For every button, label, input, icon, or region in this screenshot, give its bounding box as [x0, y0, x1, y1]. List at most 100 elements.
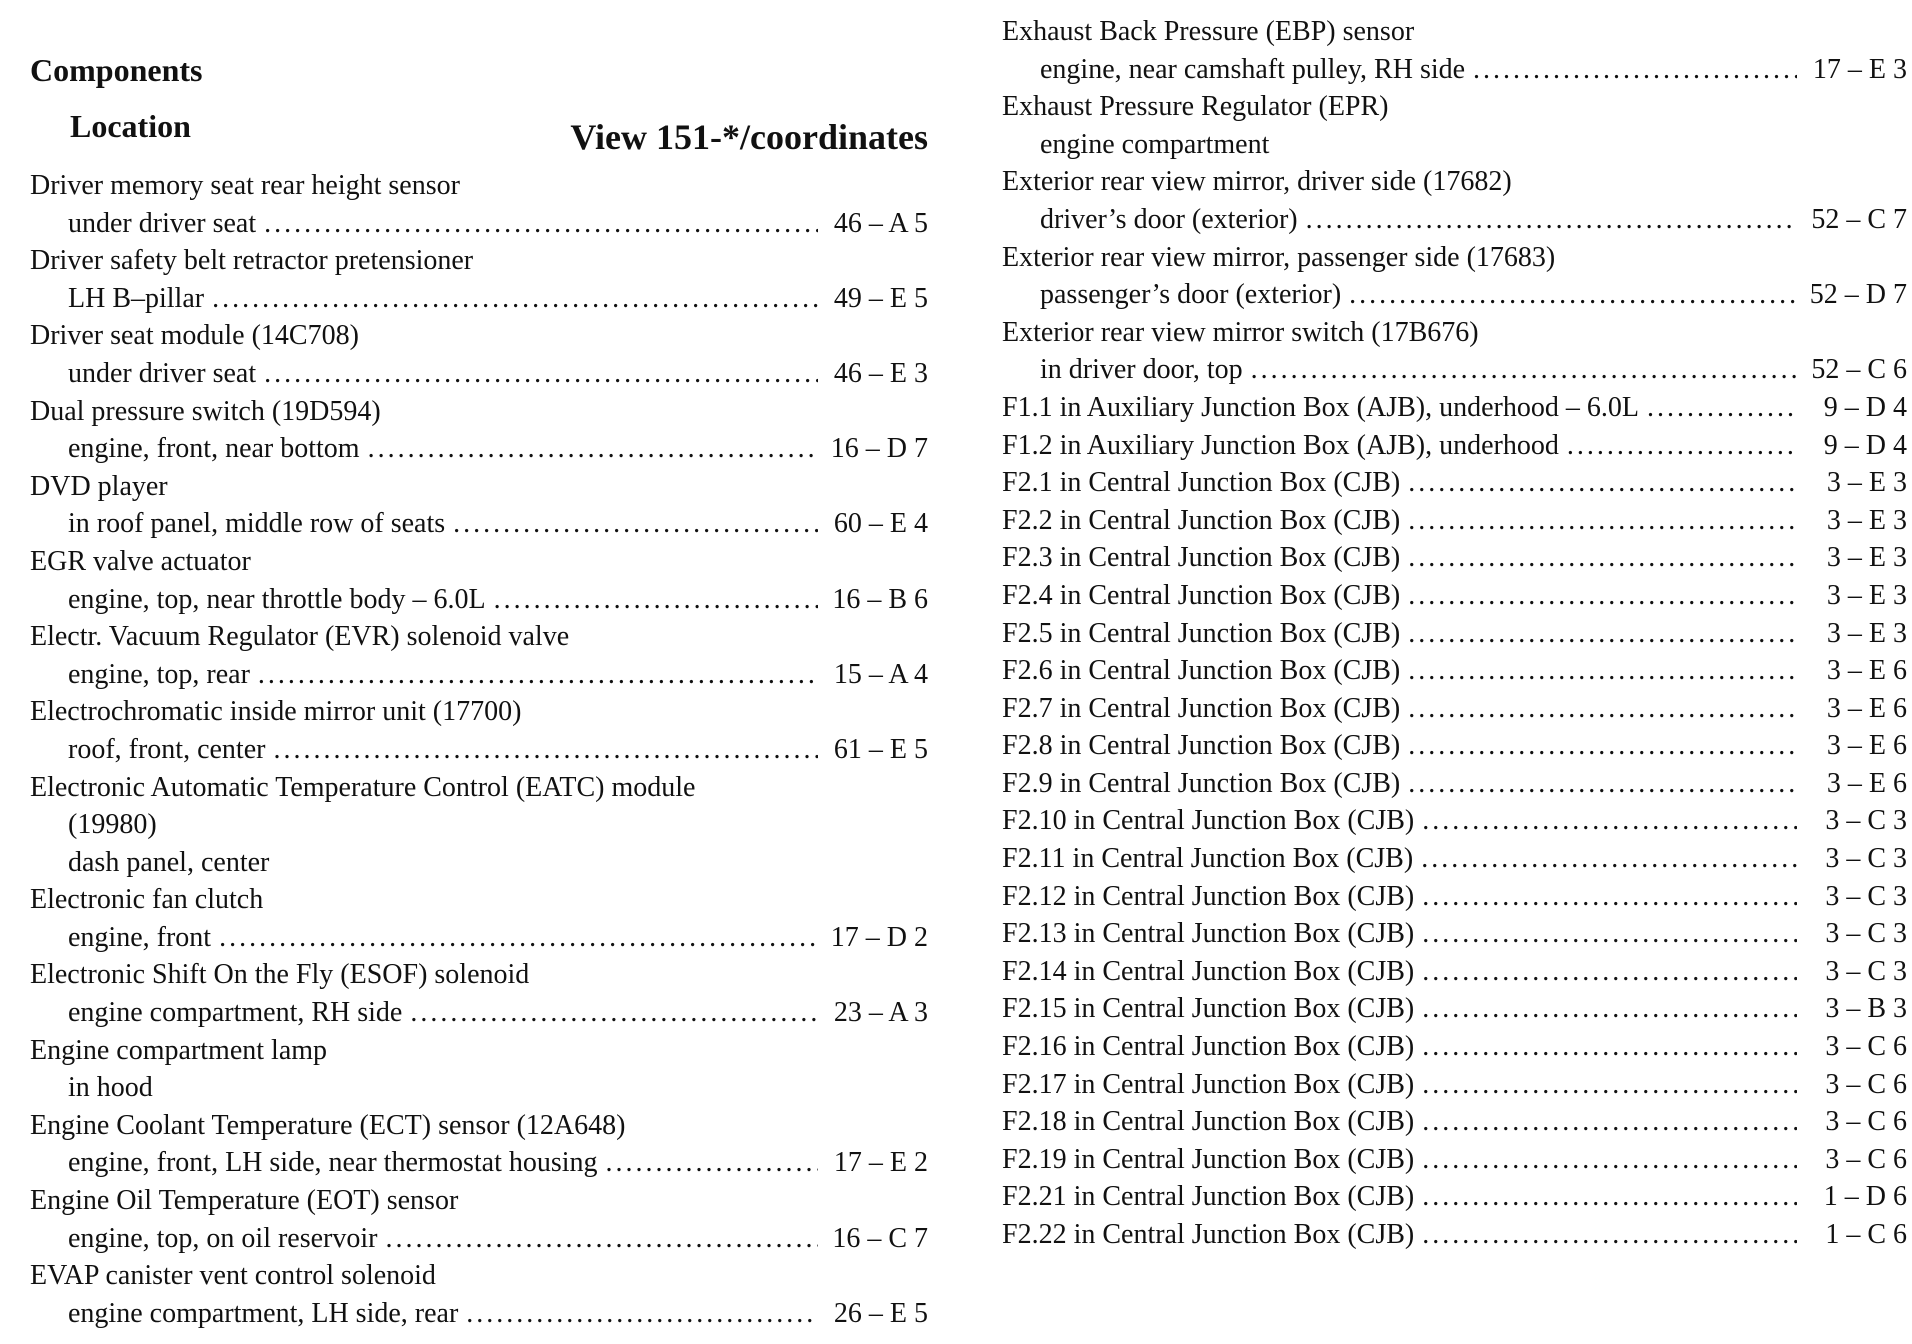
dot-leader: [598, 1144, 818, 1182]
index-line: DVD player: [30, 468, 928, 506]
index-line: EVAP canister vent control solenoid: [30, 1257, 928, 1295]
entry-text: driver’s door (exterior): [1040, 203, 1298, 235]
index-line: F2.22 in Central Junction Box (CJB) 1 – C…: [1002, 1216, 1907, 1254]
entry-text: F2.3 in Central Junction Box (CJB): [1002, 542, 1401, 574]
entry-text: engine compartment, RH side: [68, 997, 403, 1029]
index-line: Exhaust Pressure Regulator (EPR): [1002, 88, 1907, 126]
entry-text: F2.11 in Central Junction Box (CJB): [1002, 843, 1414, 875]
dot-leader: [1414, 1141, 1797, 1179]
entry-text: roof, front, center: [68, 733, 266, 765]
index-line: F1.1 in Auxiliary Junction Box (AJB), un…: [1002, 389, 1907, 427]
index-line: F2.1 in Central Junction Box (CJB) 3 – E …: [1002, 464, 1907, 502]
index-entry: Driver seat module (14C708) under driver …: [30, 317, 928, 392]
index-entry: Electronic Shift On the Fly (ESOF) solen…: [30, 956, 928, 1031]
entry-text: F2.18 in Central Junction Box (CJB): [1002, 1106, 1415, 1138]
view-coordinates: 3 – E 6: [1826, 655, 1907, 687]
entry-text: Engine Coolant Temperature (ECT) sensor …: [30, 1109, 626, 1141]
entry-text: engine, top, near throttle body – 6.0L: [68, 583, 486, 615]
index-entry: F2.8 in Central Junction Box (CJB) 3 – E …: [1002, 727, 1907, 765]
entry-text: F2.16 in Central Junction Box (CJB): [1002, 1031, 1415, 1063]
dot-leader: [1243, 351, 1797, 389]
view-coordinates: 17 – D 2: [830, 921, 928, 953]
index-line: F2.21 in Central Junction Box (CJB) 1 – D…: [1002, 1178, 1907, 1216]
index-entry: Electr. Vacuum Regulator (EVR) solenoid …: [30, 618, 928, 693]
index-line: engine, top, on oil reservoir 16 – C 7: [30, 1220, 928, 1258]
index-entry: F1.2 in Auxiliary Junction Box (AJB), un…: [1002, 427, 1907, 465]
dot-leader: [1341, 276, 1797, 314]
entry-text: Exterior rear view mirror switch (17B676…: [1002, 316, 1479, 348]
index-line: dash panel, center: [30, 844, 928, 882]
entry-text: F2.15 in Central Junction Box (CJB): [1002, 993, 1415, 1025]
entry-text: F2.1 in Central Junction Box (CJB): [1002, 467, 1401, 499]
entry-text: F2.2 in Central Junction Box (CJB): [1002, 504, 1401, 536]
dot-leader: [360, 430, 818, 468]
entry-text: F2.12 in Central Junction Box (CJB): [1002, 880, 1415, 912]
view-coordinates: 23 – A 3: [833, 997, 928, 1029]
entry-text: Electr. Vacuum Regulator (EVR) solenoid …: [30, 621, 570, 653]
dot-leader: [1559, 427, 1797, 465]
index-entry: Exterior rear view mirror, driver side (…: [1002, 163, 1907, 238]
index-line: F2.2 in Central Junction Box (CJB) 3 – E …: [1002, 502, 1907, 540]
index-entry: F2.7 in Central Junction Box (CJB) 3 – E …: [1002, 690, 1907, 728]
dot-leader: [458, 1295, 818, 1333]
entry-text: F2.4 in Central Junction Box (CJB): [1002, 579, 1401, 611]
index-line: F2.11 in Central Junction Box (CJB) 3 – C…: [1002, 840, 1907, 878]
dot-leader: [250, 656, 818, 694]
index-line: engine, front, near bottom 16 – D 7: [30, 430, 928, 468]
view-coordinates: 16 – D 7: [830, 433, 928, 465]
index-line: LH B–pillar 49 – E 5: [30, 280, 928, 318]
view-coordinates: 52 – D 7: [1809, 279, 1907, 311]
index-line: F2.9 in Central Junction Box (CJB) 3 – E …: [1002, 765, 1907, 803]
index-entry: Engine compartment lamp in hood: [30, 1032, 928, 1107]
entry-text: Driver safety belt retractor pretensione…: [30, 245, 474, 277]
entry-text: EVAP canister vent control solenoid: [30, 1260, 436, 1292]
entry-text: F2.8 in Central Junction Box (CJB): [1002, 730, 1401, 762]
view-coordinates: 3 – E 3: [1826, 542, 1907, 574]
view-coordinates: 3 – C 3: [1825, 918, 1907, 950]
index-line: driver’s door (exterior) 52 – C 7: [1002, 201, 1907, 239]
index-entry: Electronic Automatic Temperature Control…: [30, 769, 928, 882]
dot-leader: [1400, 577, 1797, 615]
entry-text: Engine compartment lamp: [30, 1034, 328, 1066]
index-line: Exterior rear view mirror switch (17B676…: [1002, 314, 1907, 352]
view-coordinates: 3 – C 6: [1825, 1068, 1907, 1100]
dot-leader: [211, 919, 818, 957]
dot-leader: [1414, 1216, 1797, 1254]
index-line: Engine Oil Temperature (EOT) sensor: [30, 1182, 928, 1220]
dot-leader: [265, 731, 818, 769]
index-line: F2.5 in Central Junction Box (CJB) 3 – E …: [1002, 615, 1907, 653]
index-line: Exhaust Back Pressure (EBP) sensor: [1002, 13, 1907, 51]
index-line: under driver seat 46 – A 5: [30, 205, 928, 243]
index-entry: F2.6 in Central Junction Box (CJB) 3 – E …: [1002, 652, 1907, 690]
index-line: F2.7 in Central Junction Box (CJB) 3 – E …: [1002, 690, 1907, 728]
entry-text: engine, front: [68, 921, 212, 953]
index-entry: F2.10 in Central Junction Box (CJB) 3 – C…: [1002, 802, 1907, 840]
view-coordinates: 3 – C 3: [1825, 843, 1907, 875]
index-entry: F2.18 in Central Junction Box (CJB) 3 – C…: [1002, 1103, 1907, 1141]
index-entry: EVAP canister vent control solenoid engin…: [30, 1257, 928, 1332]
index-entry: F2.17 in Central Junction Box (CJB) 3 – C…: [1002, 1066, 1907, 1104]
view-coordinates: 3 – C 3: [1825, 880, 1907, 912]
entry-text: F2.22 in Central Junction Box (CJB): [1002, 1219, 1415, 1250]
entry-text: in roof panel, middle row of seats: [68, 508, 446, 540]
entry-text: passenger’s door (exterior): [1040, 279, 1342, 311]
dot-leader: [1414, 1028, 1797, 1066]
index-entry: F2.14 in Central Junction Box (CJB) 3 – C…: [1002, 953, 1907, 991]
index-entry: F2.3 in Central Junction Box (CJB) 3 – E …: [1002, 539, 1907, 577]
view-coordinates: 3 – E 3: [1826, 579, 1907, 611]
dot-leader: [377, 1220, 818, 1258]
dot-leader: [1465, 51, 1797, 89]
index-line: F2.4 in Central Junction Box (CJB) 3 – E …: [1002, 577, 1907, 615]
view-coordinates: 3 – E 6: [1826, 730, 1907, 762]
index-entry: Engine Oil Temperature (EOT) sensor engin…: [30, 1182, 928, 1257]
entry-text: Driver seat module (14C708): [30, 320, 359, 352]
index-line: Electrochromatic inside mirror unit (177…: [30, 693, 928, 731]
entry-text: F2.7 in Central Junction Box (CJB): [1002, 692, 1401, 724]
index-line: Driver memory seat rear height sensor: [30, 167, 928, 205]
index-entry: Electronic fan clutch engine, front 17 – D…: [30, 881, 928, 956]
entry-text: under driver seat: [68, 357, 257, 389]
entry-text: Electrochromatic inside mirror unit (177…: [30, 696, 522, 728]
index-line: F1.2 in Auxiliary Junction Box (AJB), un…: [1002, 427, 1907, 465]
entry-text: engine, top, on oil reservoir: [68, 1222, 378, 1254]
index-entry: F2.22 in Central Junction Box (CJB) 1 – C…: [1002, 1216, 1907, 1254]
